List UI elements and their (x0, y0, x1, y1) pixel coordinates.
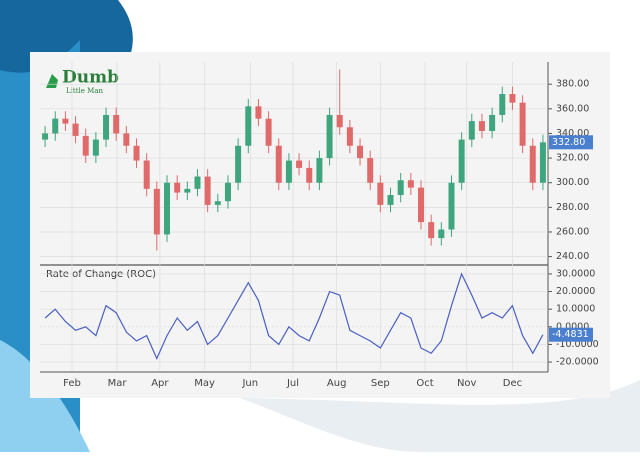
y-tick-label: 340.00 (556, 128, 589, 139)
candle-body (357, 145, 364, 159)
y-tick-label: 300.00 (556, 177, 589, 188)
x-tick-label: Mar (108, 378, 128, 389)
x-tick-label: Nov (457, 378, 477, 389)
x-tick-label: Dec (503, 378, 522, 389)
candle-body (468, 121, 475, 140)
last-value-tag (549, 327, 593, 342)
logo-title: Dumb (62, 68, 119, 88)
candle-body (418, 187, 424, 223)
candle-body (377, 182, 384, 205)
candle-body (42, 133, 49, 140)
logo-subtitle: Little Man (66, 87, 103, 95)
candle-body (92, 139, 99, 156)
candle-body (326, 114, 333, 159)
candle-body (458, 139, 465, 183)
candle-body (62, 118, 69, 124)
x-tick-label: Aug (327, 378, 347, 389)
y-tick-label: -10.0000 (556, 339, 599, 350)
x-tick-label: Jul (286, 378, 299, 389)
y-tick-label: -20.0000 (556, 357, 599, 368)
candle-body (539, 142, 546, 183)
candle-body (194, 176, 201, 189)
candle-body (275, 145, 282, 183)
last-value-label: 332.80 (552, 137, 585, 148)
pane-title: Rate of Change (ROC) (46, 269, 156, 280)
candle-body (245, 106, 252, 146)
candle-body (82, 135, 89, 156)
y-tick-label: 260.00 (556, 226, 589, 237)
y-tick-label: 240.00 (556, 251, 589, 262)
candle-body (509, 94, 516, 103)
candle-body (174, 182, 181, 193)
candle-body (306, 167, 313, 183)
candle-body (478, 121, 485, 131)
x-tick-label: Jun (241, 378, 258, 389)
candle-body (235, 145, 242, 183)
candle-body (143, 160, 150, 189)
y-tick-label: 30.0000 (556, 268, 595, 279)
candle-body (519, 102, 526, 146)
roc-line (44, 272, 544, 360)
candle-body (214, 201, 221, 205)
y-tick-label: 320.00 (556, 153, 589, 164)
candle-body (346, 127, 353, 146)
candle-body (489, 114, 496, 131)
last-value-tag (549, 135, 593, 150)
candle-body (428, 222, 435, 239)
candle-body (499, 94, 506, 115)
chart-card (30, 52, 610, 398)
candle-body (113, 114, 120, 134)
candle-body (164, 182, 170, 235)
x-tick-label: Feb (63, 378, 81, 389)
y-tick-label: 0.0000 (556, 321, 589, 332)
candle-body (316, 158, 323, 183)
y-tick-label: 20.0000 (556, 286, 595, 297)
candle-body (397, 180, 404, 196)
y-tick-label: 380.00 (556, 79, 589, 90)
candle-body (448, 182, 455, 230)
last-value-label: -4.4831 (552, 329, 589, 340)
candle-body (285, 160, 292, 183)
candle-body (204, 176, 211, 205)
decor-shape (240, 380, 640, 452)
candle-body (184, 188, 191, 193)
x-tick-label: Sep (371, 378, 390, 389)
x-tick-label: Oct (416, 378, 433, 389)
candle-body (265, 118, 272, 146)
candle-body (224, 182, 231, 202)
candle-body (52, 118, 59, 134)
candle-body (123, 133, 130, 146)
y-tick-label: 280.00 (556, 202, 589, 213)
candle-body (72, 123, 79, 136)
y-tick-label: 360.00 (556, 103, 589, 114)
x-tick-label: May (194, 378, 215, 389)
candle-body (103, 114, 110, 140)
candle-body (529, 145, 536, 183)
candle-body (255, 106, 262, 119)
candle-body (387, 195, 394, 205)
candle-body (407, 180, 414, 188)
candle-body (438, 229, 445, 239)
candle-body (336, 114, 343, 128)
candle-body (296, 160, 303, 168)
candle-body (367, 158, 374, 183)
candle-body (153, 188, 160, 235)
candle-body (133, 145, 140, 161)
x-tick-label: Apr (151, 378, 169, 389)
y-tick-label: 10.0000 (556, 304, 595, 315)
